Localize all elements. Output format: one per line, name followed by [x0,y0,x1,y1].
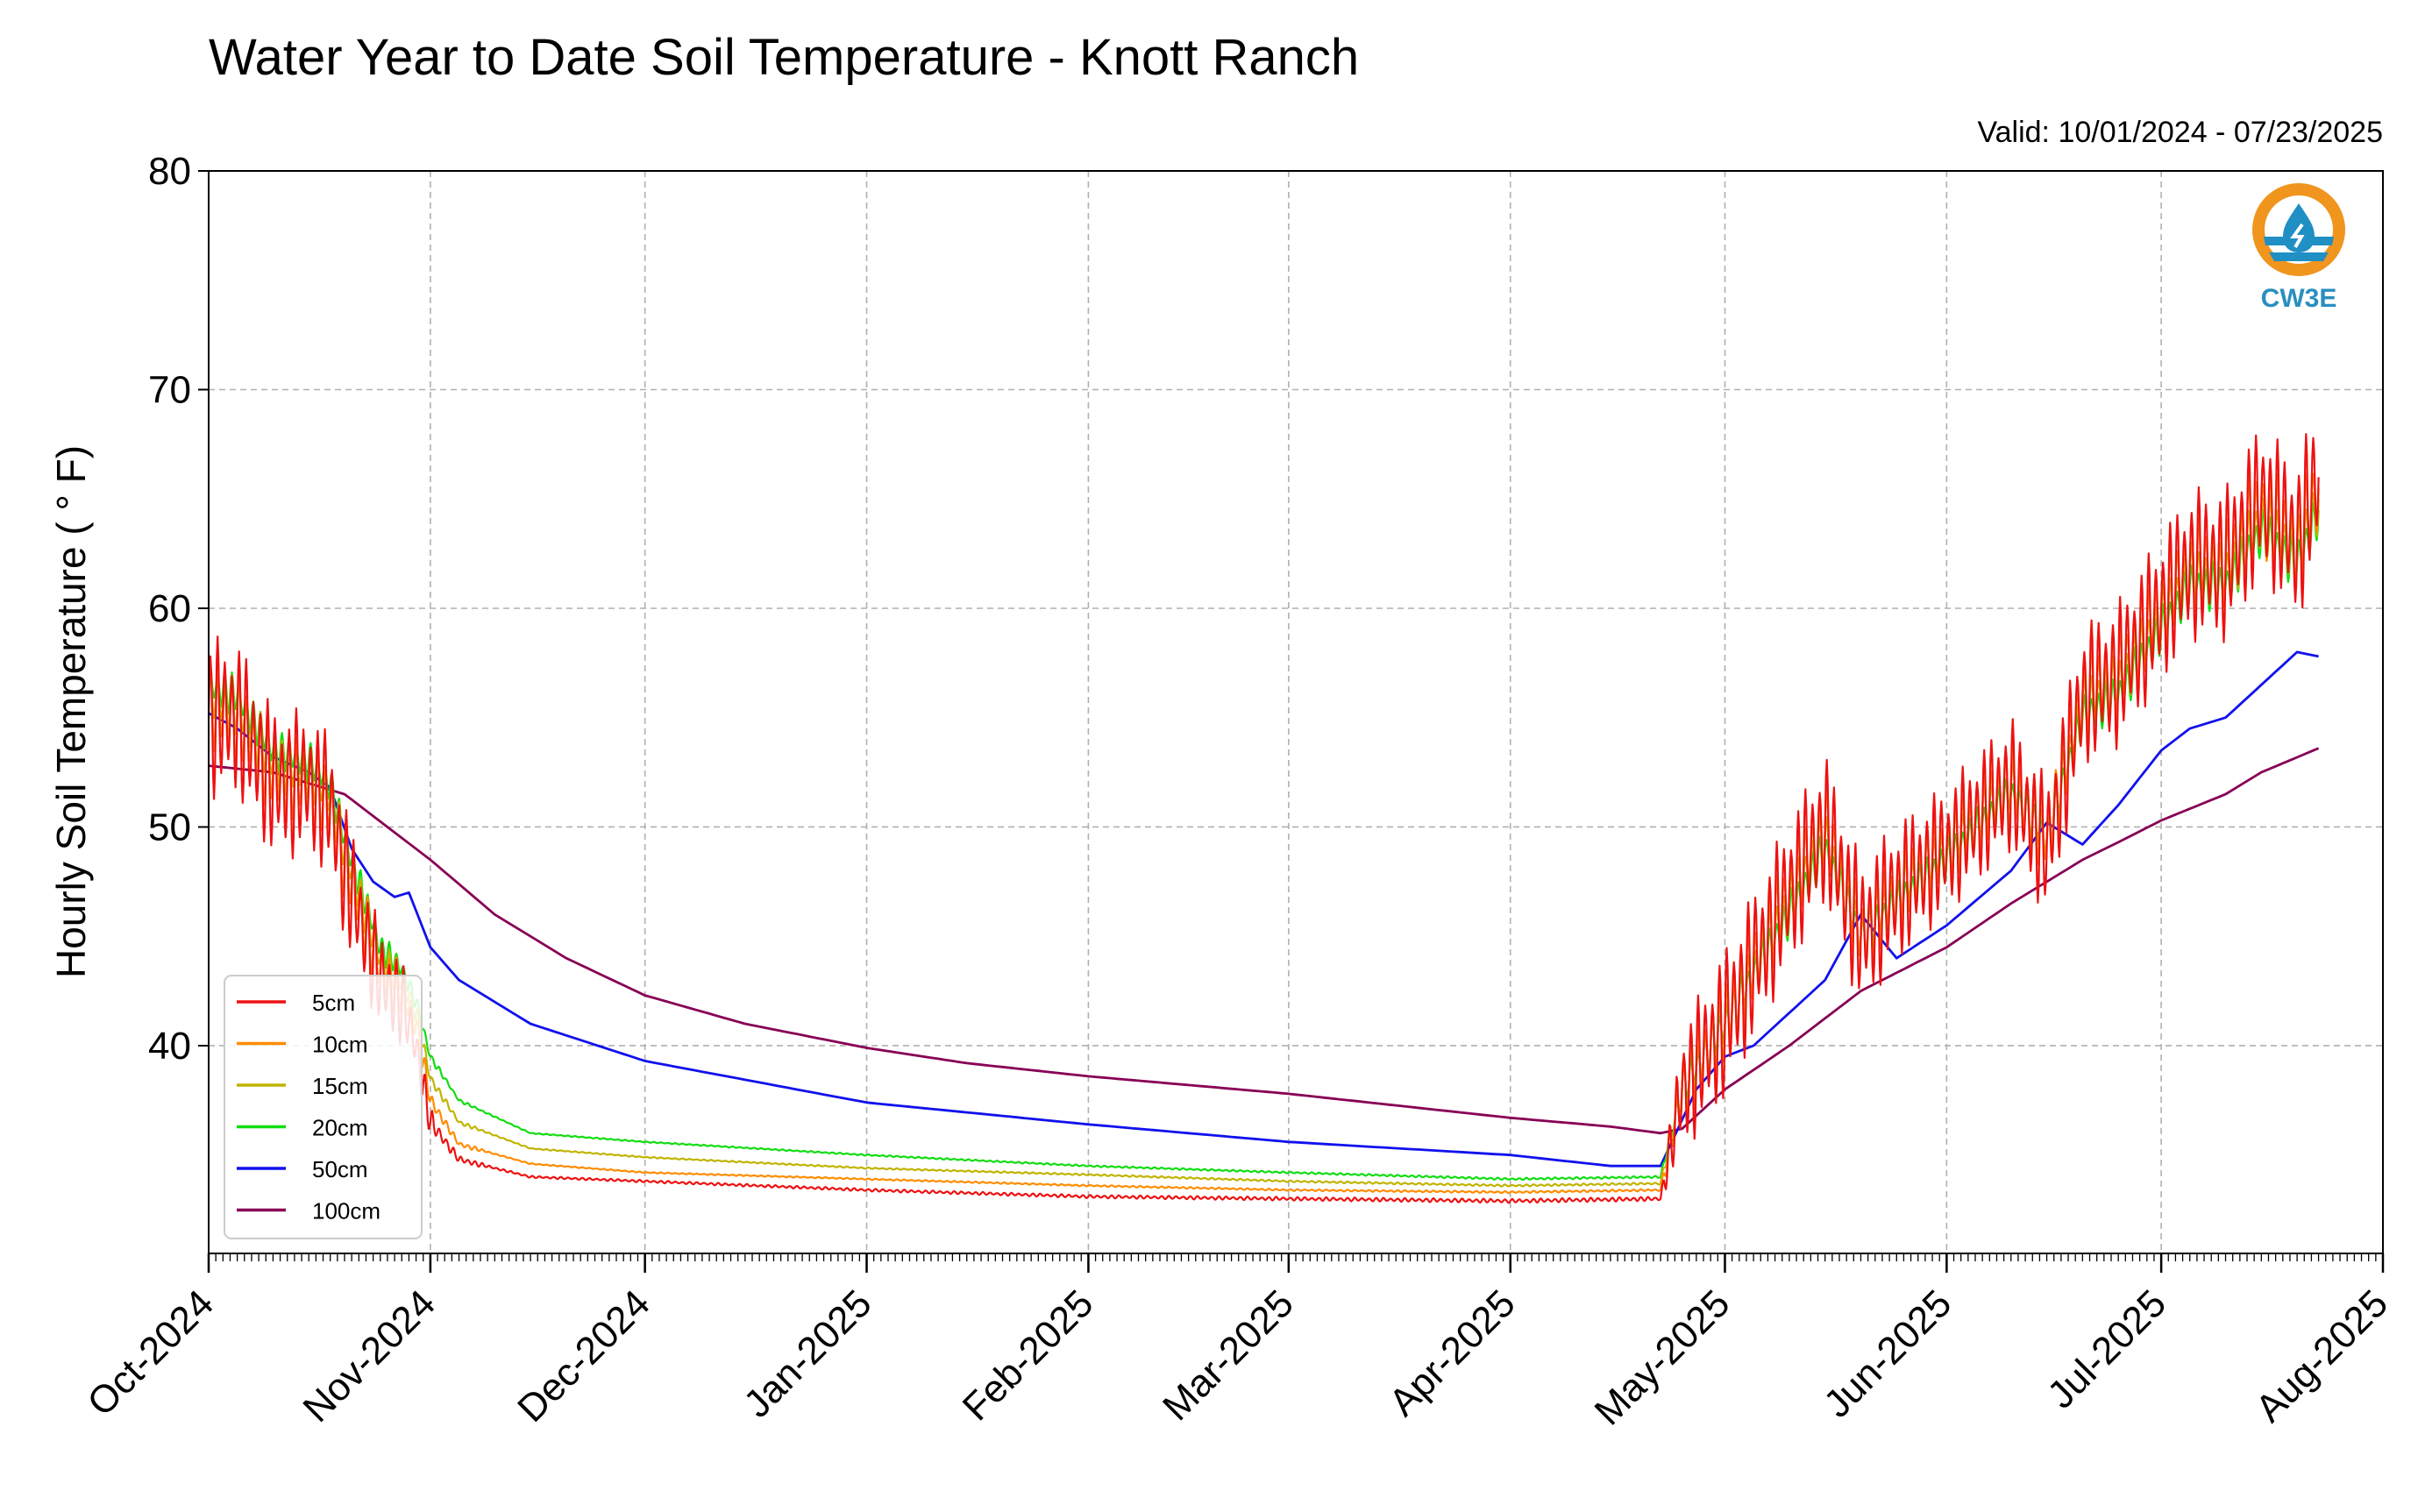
legend-label-10cm: 10cm [312,1032,368,1058]
y-tick-label: 40 [148,1025,191,1068]
legend: 5cm 10cm 15cm 20cm 50cm 100cm [224,975,423,1239]
logo-text: CW3E [2261,284,2337,313]
cw3e-logo: CW3E [2252,183,2345,313]
x-tick-label: Apr-2025 [1381,1281,1524,1424]
series-line-100cm [208,747,2320,1135]
legend-label-15cm: 15cm [312,1073,368,1099]
y-tick-label: 60 [148,587,191,630]
plot-area [207,433,2320,1204]
x-tick-label: Jun-2025 [1816,1281,1959,1425]
logo-ring-icon [2252,183,2345,276]
legend-label-5cm: 5cm [312,990,355,1016]
x-tick-label: Dec-2024 [509,1281,658,1430]
x-tick-label: Oct-2024 [79,1281,222,1424]
y-tick-label: 50 [148,806,191,848]
legend-label-50cm: 50cm [312,1156,368,1182]
chart-subtitle: Valid: 10/01/2024 - 07/23/2025 [1977,116,2383,149]
legend-label-100cm: 100cm [312,1198,380,1225]
series-line-20cm [207,501,2320,1182]
x-tick-label: Feb-2025 [955,1281,1102,1429]
legend-box [224,975,423,1239]
x-tick-label: Jan-2025 [736,1281,879,1425]
x-tick-label: May-2025 [1587,1281,1739,1433]
legend-label-20cm: 20cm [312,1115,368,1141]
series-line-5cm [207,433,2320,1204]
x-tick-label: Nov-2024 [295,1281,444,1430]
series-line-15cm [207,492,2320,1188]
plot-frame [208,170,2384,1254]
x-tick-label: Mar-2025 [1155,1281,1302,1429]
x-tick-label: Jul-2025 [2039,1281,2174,1416]
series-line-50cm [208,650,2319,1168]
y-tick-label: 80 [148,150,191,193]
y-tick-label: 70 [148,368,191,411]
chart-title: Water Year to Date Soil Temperature - Kn… [209,29,1359,86]
y-axis-label: Hourly Soil Temperature ( ° F) [48,445,94,978]
grid [209,171,2383,1253]
x-tick-label: Aug-2025 [2247,1281,2396,1430]
